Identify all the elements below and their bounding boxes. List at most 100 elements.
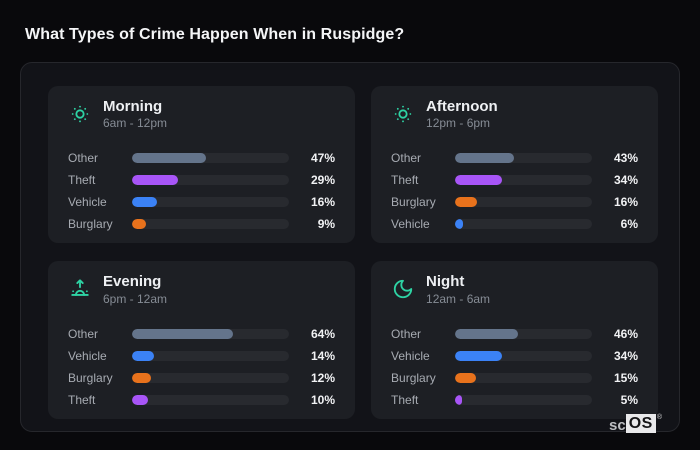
bar-track: [455, 350, 592, 361]
bar-chart-afternoon: Other 43% Theft 34% Burglary 16% Vehicle 6%: [391, 151, 638, 232]
bar-row: Burglary 9%: [68, 217, 336, 232]
bar-row: Other 47%: [68, 151, 336, 166]
crime-time-dashboard: Morning 6am - 12pm Other 47% Theft 29% Vehic…: [20, 62, 680, 432]
sun-dim-icon: [391, 102, 415, 126]
card-time-range: 6pm - 12am: [103, 291, 168, 306]
bar-value: 47%: [311, 151, 336, 166]
bar-row: Theft 34%: [391, 173, 638, 188]
bar-value: 64%: [311, 326, 336, 341]
category-label: Burglary: [68, 370, 113, 385]
card-title: Afternoon: [426, 98, 498, 115]
bar-fill: [132, 350, 154, 361]
page-title: What Types of Crime Happen When in Ruspi…: [25, 26, 405, 43]
card-morning: Morning 6am - 12pm Other 47% Theft 29% Vehic…: [48, 86, 356, 244]
bar-track: [132, 350, 290, 361]
card-afternoon: Afternoon 12pm - 6pm Other 43% Theft 34% Bur…: [371, 86, 658, 244]
bar-row: Theft 29%: [68, 173, 336, 188]
bar-fill: [455, 350, 502, 361]
scos-logo-prefix: sc: [609, 417, 626, 434]
sun-dim-icon: [68, 102, 92, 126]
bar-chart-evening: Other 64% Vehicle 14% Burglary 12% Theft 10%: [68, 326, 336, 407]
bar-value: 15%: [613, 370, 638, 385]
bar-value: 29%: [311, 173, 336, 188]
bar-fill: [132, 153, 206, 164]
bar-value: 34%: [613, 173, 638, 188]
sunrise-icon: [68, 277, 92, 301]
bar-row: Other 43%: [391, 151, 638, 166]
bar-value: 6%: [620, 217, 638, 232]
category-label: Other: [391, 151, 422, 166]
bar-row: Burglary 12%: [68, 370, 336, 385]
bar-track: [455, 153, 592, 164]
bar-fill: [455, 394, 462, 405]
category-label: Other: [68, 151, 99, 166]
card-time-range: 6am - 12pm: [103, 116, 168, 131]
bar-fill: [132, 394, 148, 405]
category-label: Burglary: [68, 217, 113, 232]
category-label: Theft: [68, 173, 96, 188]
category-label: Other: [391, 326, 422, 341]
category-label: Burglary: [391, 195, 436, 210]
bar-row: Vehicle 6%: [391, 217, 638, 232]
bar-fill: [455, 153, 514, 164]
bar-fill: [455, 197, 477, 208]
card-time-range: 12pm - 6pm: [426, 116, 491, 131]
category-label: Vehicle: [68, 195, 107, 210]
bar-track: [132, 372, 290, 383]
bar-track: [132, 153, 290, 164]
bar-track: [455, 197, 592, 208]
bar-track: [455, 328, 592, 339]
scos-logo-box: OS: [625, 414, 656, 433]
category-label: Theft: [68, 392, 96, 407]
bar-chart-night: Other 46% Vehicle 34% Burglary 15% Theft 5%: [391, 326, 638, 407]
bar-value: 9%: [317, 217, 336, 232]
card-title: Morning: [103, 98, 163, 115]
card-evening-titles: Evening 6pm - 12am: [103, 273, 167, 305]
bar-fill: [132, 219, 147, 230]
scos-logo: sc OS ®: [609, 414, 662, 433]
bar-value: 46%: [613, 326, 638, 341]
card-title: Night: [426, 273, 465, 291]
bar-fill: [455, 372, 476, 383]
bar-track: [132, 219, 290, 230]
bar-track: [132, 197, 290, 208]
bar-track: [455, 372, 592, 383]
category-label: Vehicle: [391, 348, 430, 363]
category-label: Other: [68, 326, 99, 341]
bar-row: Burglary 16%: [391, 195, 638, 210]
bar-track: [455, 394, 592, 405]
category-label: Burglary: [391, 370, 436, 385]
card-morning-titles: Morning 6am - 12pm: [103, 98, 167, 130]
bar-fill: [132, 372, 151, 383]
bar-track: [455, 175, 592, 186]
moon-icon: [391, 277, 415, 301]
bar-fill: [455, 219, 464, 230]
bar-value: 16%: [613, 195, 638, 210]
bar-row: Theft 10%: [68, 392, 335, 407]
bar-value: 12%: [311, 370, 336, 385]
category-label: Vehicle: [391, 217, 430, 232]
bar-fill: [132, 175, 178, 186]
bar-value: 14%: [311, 348, 336, 363]
bar-row: Vehicle 16%: [68, 195, 335, 210]
category-label: Vehicle: [68, 348, 107, 363]
bar-row: Theft 5%: [391, 392, 638, 407]
card-afternoon-header: Afternoon 12pm - 6pm: [391, 98, 638, 130]
category-label: Theft: [391, 392, 419, 407]
bar-value: 34%: [613, 348, 638, 363]
card-night-titles: Night 12am - 6am: [426, 273, 490, 305]
bar-row: Vehicle 14%: [68, 348, 336, 363]
bar-fill: [455, 328, 519, 339]
category-label: Theft: [391, 173, 419, 188]
card-night-header: Night 12am - 6am: [391, 273, 638, 306]
bar-fill: [132, 197, 158, 208]
bar-fill: [132, 328, 233, 339]
card-afternoon-titles: Afternoon 12pm - 6pm: [426, 98, 498, 130]
bar-row: Vehicle 34%: [391, 348, 638, 363]
card-time-range: 12am - 6am: [426, 291, 491, 306]
registered-mark: ®: [656, 414, 662, 421]
bar-row: Burglary 15%: [391, 370, 638, 385]
card-evening: Evening 6pm - 12am Other 64% Vehicle 14% Bur…: [48, 261, 356, 419]
bar-track: [132, 394, 290, 405]
bar-row: Other 64%: [68, 326, 336, 341]
